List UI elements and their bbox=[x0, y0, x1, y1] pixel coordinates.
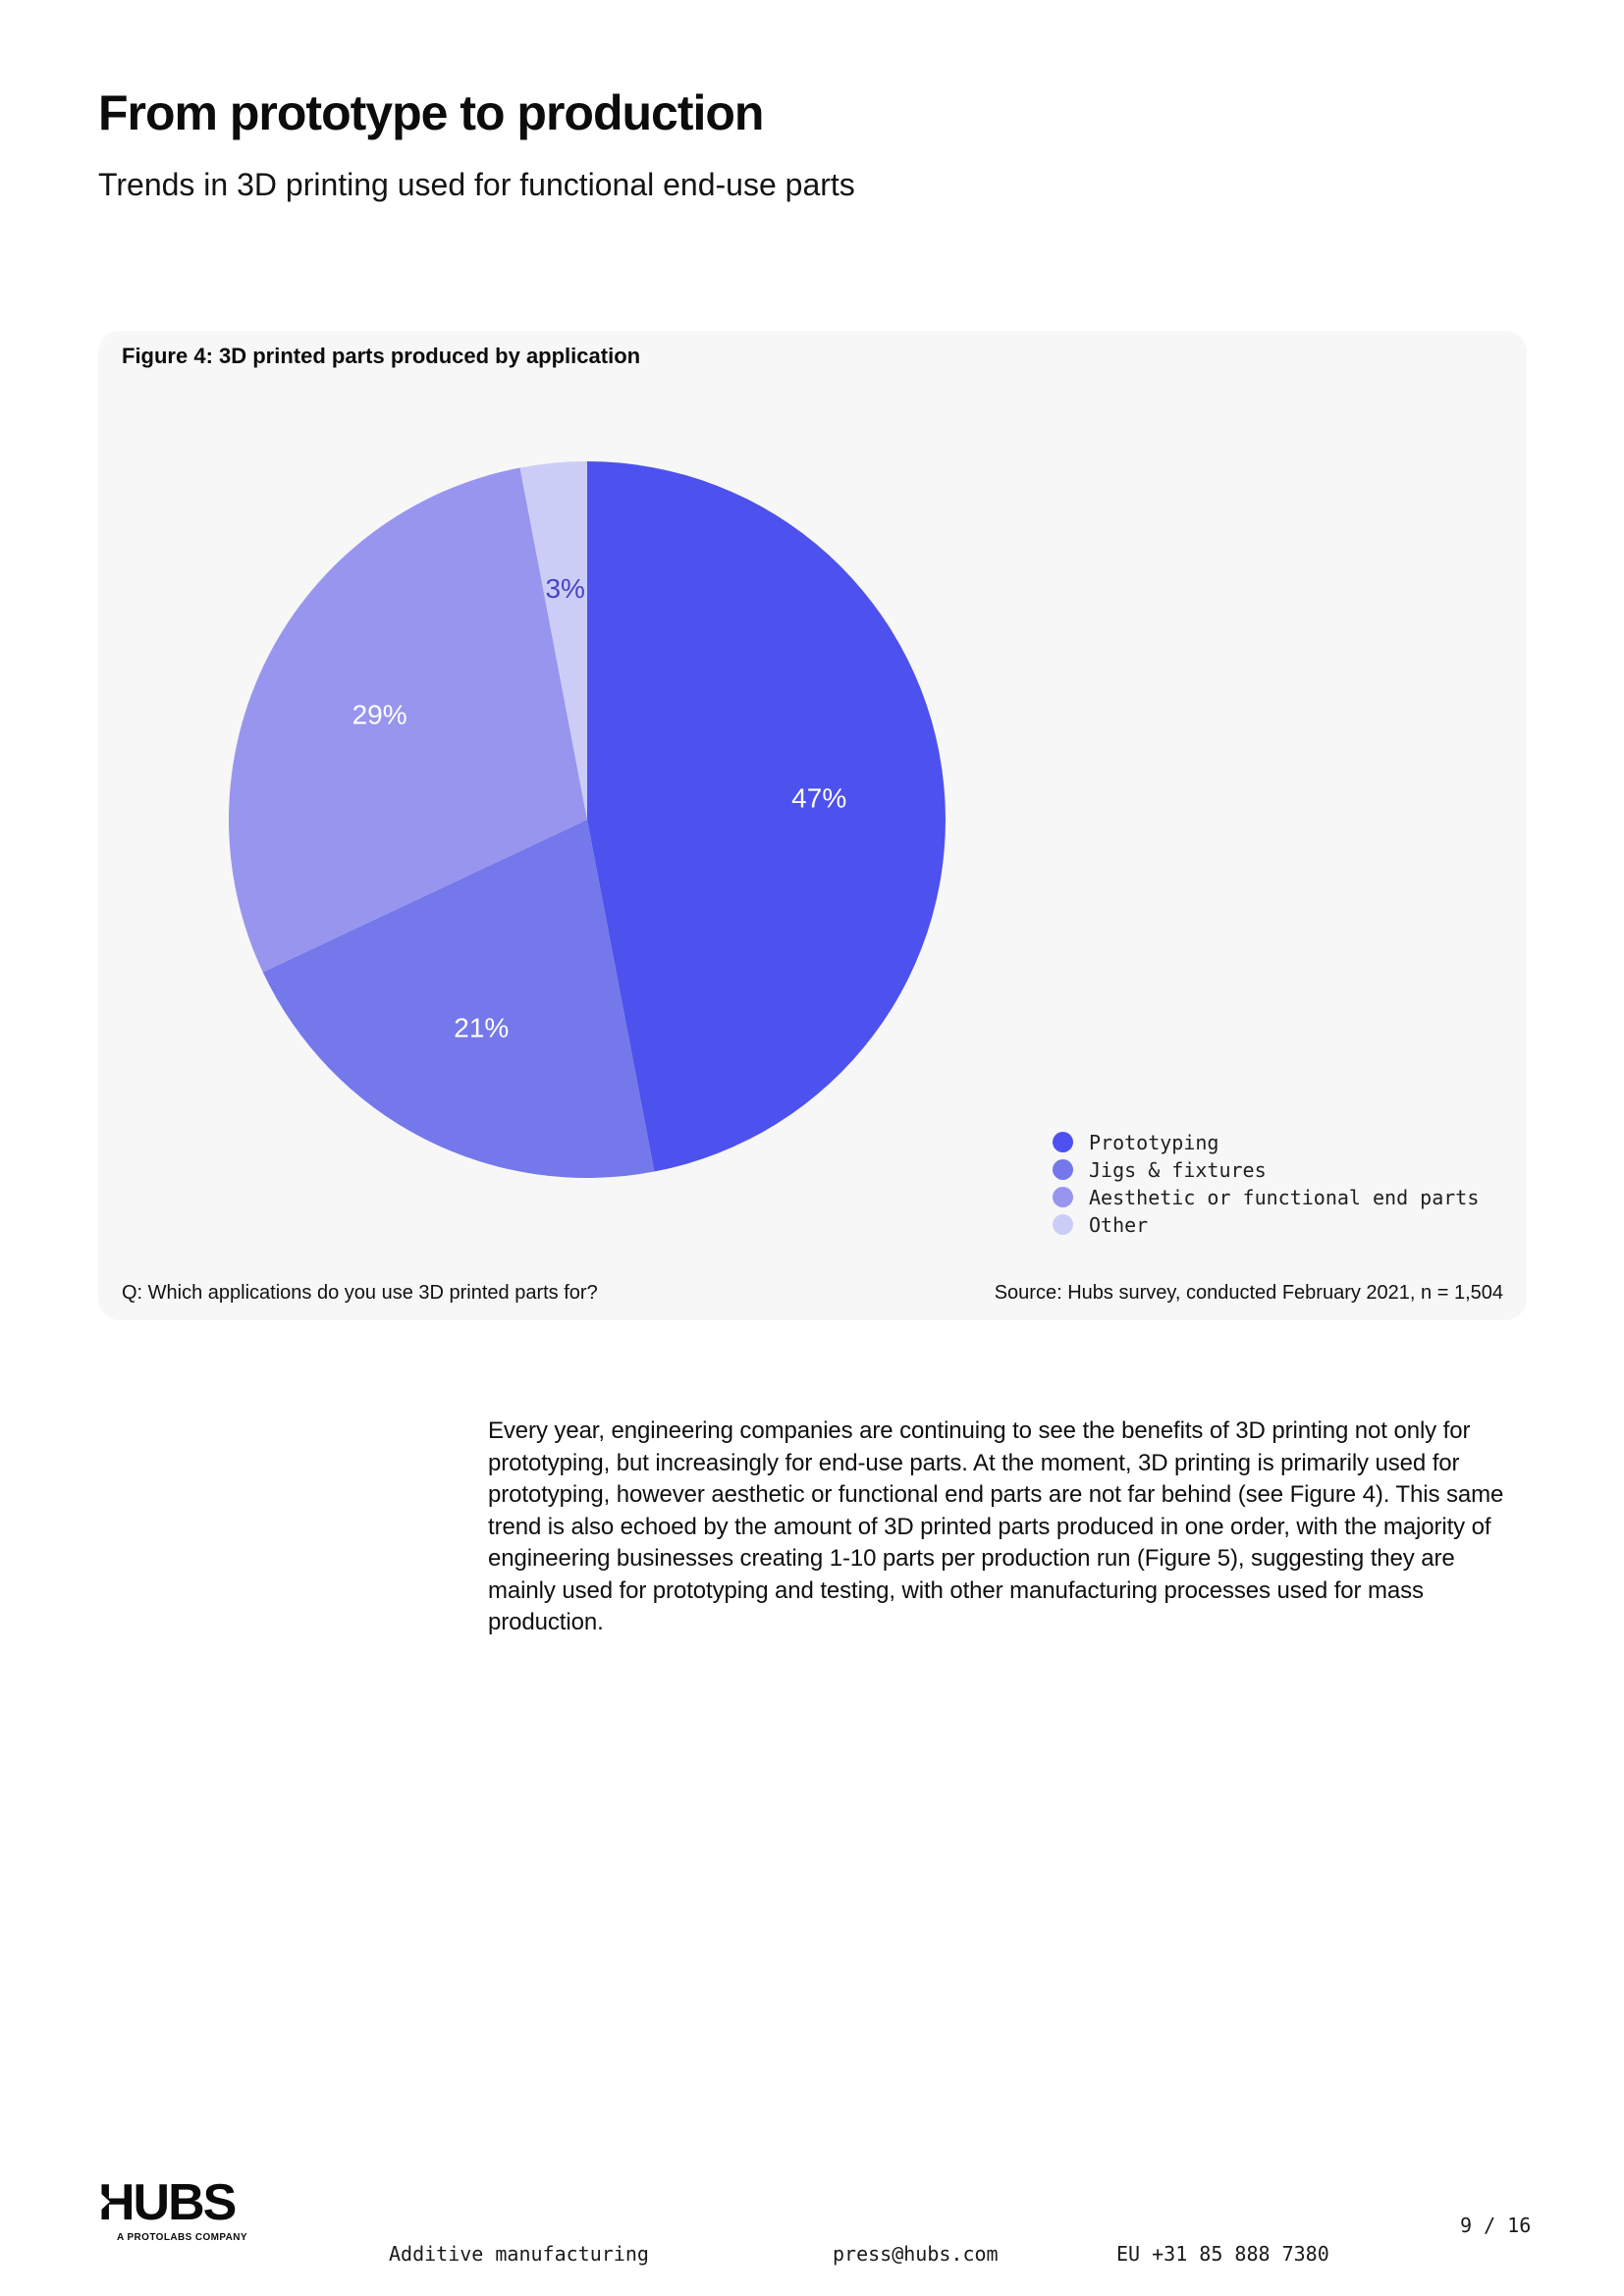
pie-slice-0 bbox=[587, 461, 946, 1172]
logo-notch-icon bbox=[98, 2191, 110, 2213]
pie-slice-label-3: 3% bbox=[545, 573, 584, 604]
figure-panel: Figure 4: 3D printed parts produced by a… bbox=[98, 331, 1527, 1320]
footer-report-line1: Additive manufacturing bbox=[389, 2242, 649, 2266]
hubs-logo-wordmark: HUBS bbox=[98, 2174, 237, 2231]
pie-slice-label-0: 47% bbox=[791, 783, 846, 814]
legend-item-label: Jigs & fixtures bbox=[1089, 1157, 1267, 1182]
pie-slice-label-2: 29% bbox=[352, 699, 407, 729]
hubs-logo-tagline: A PROTOLABS COMPANY bbox=[117, 2232, 247, 2243]
hubs-logo: HUBS A PROTOLABS COMPANY bbox=[98, 2177, 247, 2243]
legend-dot-icon bbox=[1053, 1214, 1073, 1235]
body-paragraph: Every year, engineering companies are co… bbox=[488, 1417, 1504, 1635]
legend-dot-icon bbox=[1053, 1132, 1073, 1152]
figure-source: Source: Hubs survey, conducted February … bbox=[994, 1282, 1503, 1304]
pie-slice-3 bbox=[519, 461, 587, 820]
legend-item-3: Other bbox=[1053, 1212, 1479, 1237]
legend-dot-icon bbox=[1053, 1159, 1073, 1180]
footer-phones: EU +31 85 888 7380 US +1 845-402-8321 bbox=[1116, 2183, 1329, 2296]
chart-legend: Prototyping Jigs & fixtures Aesthetic or f… bbox=[1053, 1130, 1480, 1237]
footer-email: press@hubs.com bbox=[833, 2242, 999, 2266]
pie-slice-label-1: 21% bbox=[454, 1012, 509, 1042]
footer-page-number: 9 / 16 bbox=[1460, 2214, 1532, 2237]
footer-report-name: Additive manufacturing trend report bbox=[389, 2183, 649, 2296]
page-subtitle: Trends in 3D printing used for functiona… bbox=[98, 167, 855, 202]
legend-item-0: Prototyping bbox=[1053, 1130, 1479, 1154]
legend-item-label: Aesthetic or functional end parts bbox=[1089, 1185, 1480, 1209]
legend-item-1: Jigs & fixtures bbox=[1053, 1157, 1479, 1182]
legend-item-2: Aesthetic or functional end parts bbox=[1053, 1185, 1480, 1209]
legend-item-label: Other bbox=[1089, 1212, 1149, 1237]
footer-contact: press@hubs.com www.hubs.com bbox=[833, 2183, 999, 2296]
figure-caption: Figure 4: 3D printed parts produced by a… bbox=[122, 344, 641, 368]
legend-dot-icon bbox=[1053, 1187, 1073, 1207]
legend-item-label: Prototyping bbox=[1089, 1130, 1219, 1154]
footer-phone-eu: EU +31 85 888 7380 bbox=[1116, 2242, 1329, 2266]
page-title: From prototype to production bbox=[98, 85, 764, 140]
pie-slice-1 bbox=[262, 820, 655, 1178]
pie-chart: 47% 21% 29% 3% bbox=[229, 461, 946, 1178]
figure-question: Q: Which applications do you use 3D prin… bbox=[122, 1282, 598, 1304]
pie-slice-2 bbox=[229, 467, 587, 973]
